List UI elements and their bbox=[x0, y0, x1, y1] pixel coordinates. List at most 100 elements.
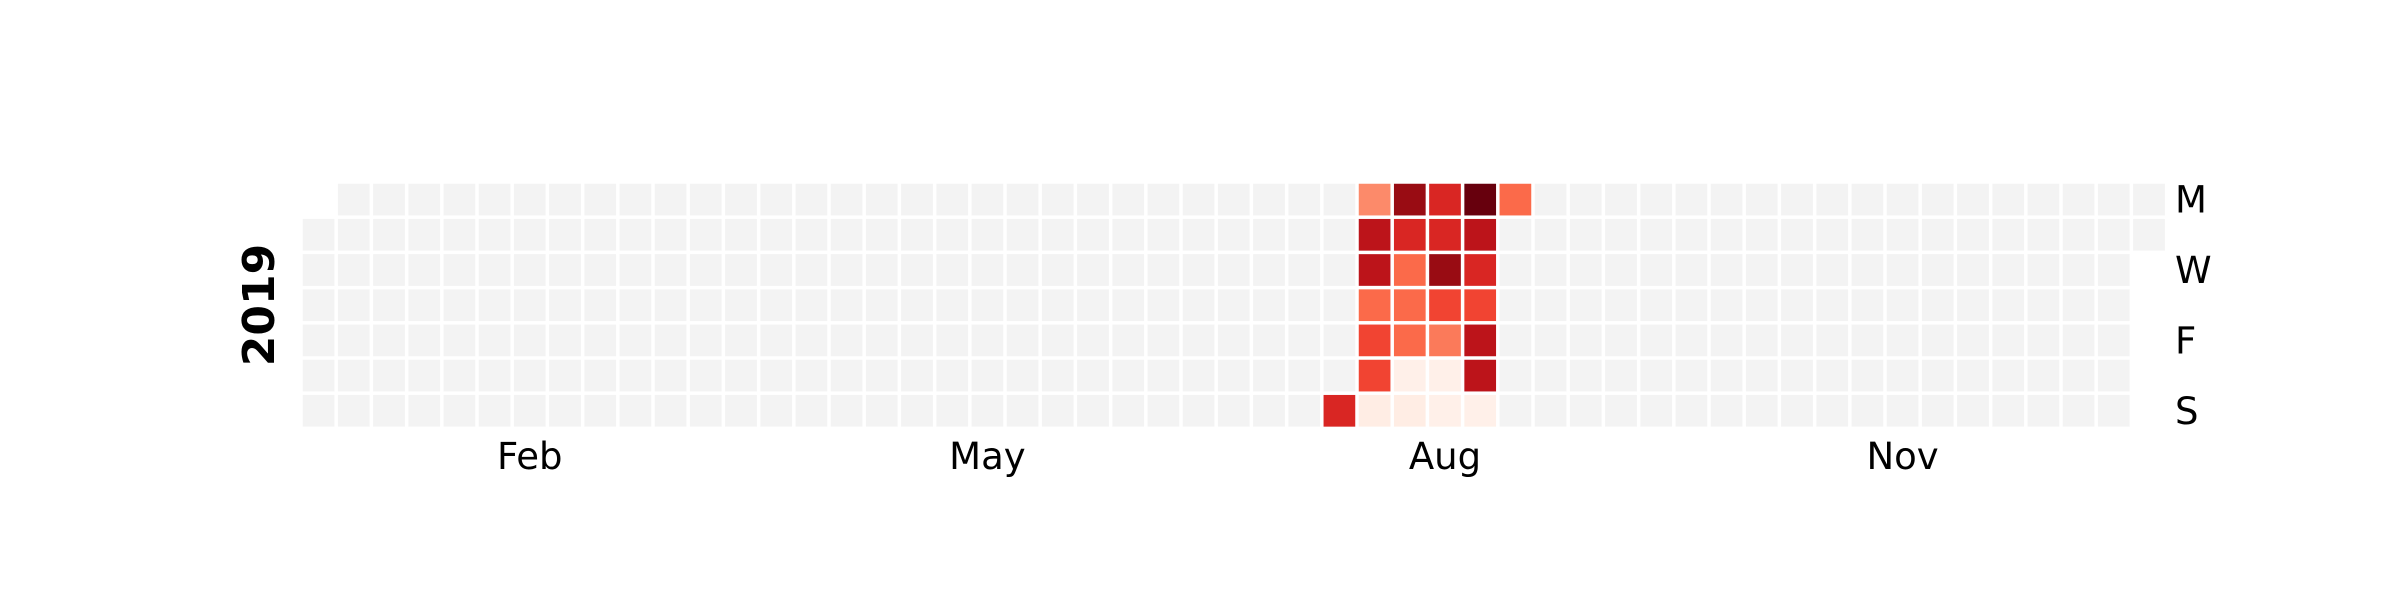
day-cell bbox=[1041, 394, 1074, 427]
day-cell bbox=[1429, 359, 1461, 392]
day-cell bbox=[1781, 324, 1813, 357]
day-cell bbox=[971, 254, 1004, 286]
day-cell bbox=[619, 183, 652, 216]
day-cell bbox=[654, 218, 687, 251]
day-cell bbox=[1886, 254, 1919, 286]
day-cell bbox=[1147, 254, 1180, 286]
month-label-nov: Nov bbox=[1866, 435, 1938, 478]
day-cell bbox=[1112, 359, 1145, 392]
day-cell bbox=[1041, 218, 1074, 251]
day-cell bbox=[443, 254, 476, 286]
month-label-aug: Aug bbox=[1409, 435, 1481, 478]
day-cell bbox=[1921, 218, 1954, 251]
day-cell bbox=[689, 359, 722, 392]
day-cell bbox=[584, 218, 617, 251]
day-cell bbox=[1675, 324, 1708, 357]
day-cell bbox=[619, 289, 652, 322]
day-cell bbox=[689, 183, 722, 216]
day-cell bbox=[584, 289, 617, 322]
day-cell bbox=[830, 254, 863, 286]
day-cell bbox=[865, 324, 898, 357]
day-cell bbox=[1781, 183, 1813, 216]
day-cell bbox=[1499, 359, 1532, 392]
day-cell bbox=[1464, 394, 1497, 427]
day-cell bbox=[1253, 394, 1285, 427]
day-cell bbox=[373, 359, 405, 392]
day-cell bbox=[619, 218, 652, 251]
day-cell bbox=[513, 359, 546, 392]
day-cell bbox=[478, 289, 511, 322]
day-cell bbox=[971, 183, 1004, 216]
day-cell bbox=[1429, 394, 1461, 427]
day-cell bbox=[1851, 218, 1884, 251]
day-cell bbox=[971, 218, 1004, 251]
day-cell bbox=[302, 218, 335, 251]
day-cell bbox=[443, 183, 476, 216]
day-cell bbox=[901, 289, 933, 322]
day-cell bbox=[1077, 289, 1109, 322]
day-cell bbox=[373, 183, 405, 216]
day-cell bbox=[1323, 324, 1356, 357]
day-cell bbox=[1112, 289, 1145, 322]
day-cell bbox=[1992, 394, 2025, 427]
day-cell bbox=[513, 254, 546, 286]
weekday-label-f: F bbox=[2175, 319, 2196, 362]
day-cell bbox=[1816, 289, 1849, 322]
day-cell bbox=[2027, 218, 2060, 251]
day-cell bbox=[1992, 359, 2025, 392]
day-cell bbox=[901, 394, 933, 427]
day-cell bbox=[1288, 183, 1321, 216]
day-cell bbox=[1393, 394, 1426, 427]
day-cell bbox=[1358, 183, 1391, 216]
month-tick-labels: Feb May Aug Nov bbox=[497, 435, 1939, 478]
day-cell bbox=[901, 324, 933, 357]
day-cell bbox=[1921, 183, 1954, 216]
day-cell bbox=[549, 359, 581, 392]
day-cell bbox=[2027, 324, 2060, 357]
day-cell bbox=[337, 324, 370, 357]
day-cell bbox=[478, 394, 511, 427]
day-cell bbox=[1182, 324, 1215, 357]
day-cell bbox=[830, 183, 863, 216]
day-cell bbox=[1640, 218, 1673, 251]
day-cell bbox=[1534, 218, 1567, 251]
month-label-feb: Feb bbox=[497, 435, 563, 478]
day-cell bbox=[2097, 359, 2130, 392]
day-cell bbox=[513, 183, 546, 216]
day-cell bbox=[1499, 254, 1532, 286]
day-cell bbox=[1957, 254, 1989, 286]
day-cell bbox=[2027, 254, 2060, 286]
day-cell bbox=[865, 289, 898, 322]
day-cell bbox=[478, 183, 511, 216]
day-cell bbox=[1077, 218, 1109, 251]
day-cell bbox=[1710, 289, 1743, 322]
day-cell bbox=[1499, 394, 1532, 427]
day-cell bbox=[1077, 394, 1109, 427]
day-cell bbox=[1745, 324, 1778, 357]
day-cell bbox=[1182, 394, 1215, 427]
day-cell bbox=[971, 394, 1004, 427]
day-cell bbox=[1288, 254, 1321, 286]
day-cell bbox=[1921, 289, 1954, 322]
day-cell bbox=[1112, 254, 1145, 286]
day-cell bbox=[1921, 254, 1954, 286]
day-cell bbox=[1640, 324, 1673, 357]
day-cell bbox=[2062, 359, 2095, 392]
day-cell bbox=[408, 359, 441, 392]
day-cell bbox=[830, 394, 863, 427]
day-cell bbox=[2133, 218, 2165, 251]
month-label-may: May bbox=[949, 435, 1026, 478]
day-cell bbox=[654, 254, 687, 286]
day-cell bbox=[619, 324, 652, 357]
day-cell bbox=[1041, 289, 1074, 322]
day-cell bbox=[337, 254, 370, 286]
day-cell bbox=[1253, 289, 1285, 322]
day-cell bbox=[1499, 218, 1532, 251]
day-cell bbox=[513, 324, 546, 357]
day-cell bbox=[1675, 218, 1708, 251]
day-cell bbox=[619, 394, 652, 427]
day-cell bbox=[408, 289, 441, 322]
day-cell bbox=[373, 394, 405, 427]
day-cell bbox=[2097, 218, 2130, 251]
